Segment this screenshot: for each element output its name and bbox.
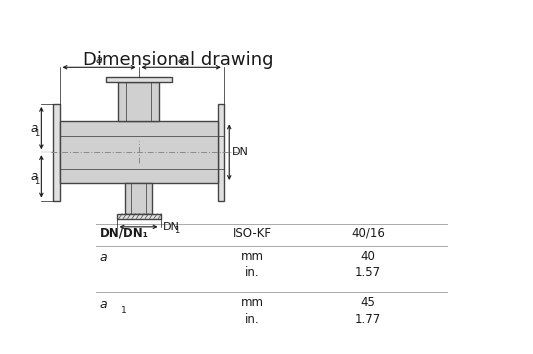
Text: 1.57: 1.57 — [355, 266, 381, 279]
Bar — [53, 104, 60, 200]
Text: DN: DN — [163, 222, 180, 232]
Text: 40: 40 — [361, 250, 376, 263]
Text: ISO-KF: ISO-KF — [233, 227, 272, 240]
Text: 40/16: 40/16 — [351, 227, 385, 240]
Bar — [106, 77, 172, 82]
Text: in.: in. — [245, 313, 260, 326]
Text: 1.77: 1.77 — [355, 313, 381, 326]
Text: 1: 1 — [34, 177, 39, 186]
Bar — [117, 214, 160, 218]
Text: DN/DN₁: DN/DN₁ — [100, 227, 149, 240]
Text: a: a — [177, 55, 184, 65]
Text: Dimensional drawing: Dimensional drawing — [83, 51, 273, 69]
Text: mm: mm — [241, 296, 264, 309]
Bar — [118, 82, 159, 121]
Text: a: a — [100, 298, 107, 311]
Text: mm: mm — [241, 250, 264, 263]
Bar — [60, 121, 217, 183]
Text: 1: 1 — [34, 129, 39, 138]
Bar — [217, 104, 224, 200]
Text: a: a — [31, 170, 38, 183]
Text: a: a — [95, 55, 102, 65]
Text: DN: DN — [232, 147, 249, 157]
Text: a: a — [31, 121, 38, 135]
Text: 1: 1 — [121, 306, 127, 315]
Text: a: a — [100, 251, 107, 264]
Text: 1: 1 — [174, 225, 180, 235]
Text: 45: 45 — [361, 296, 376, 309]
Text: in.: in. — [245, 266, 260, 279]
Bar — [125, 183, 152, 214]
